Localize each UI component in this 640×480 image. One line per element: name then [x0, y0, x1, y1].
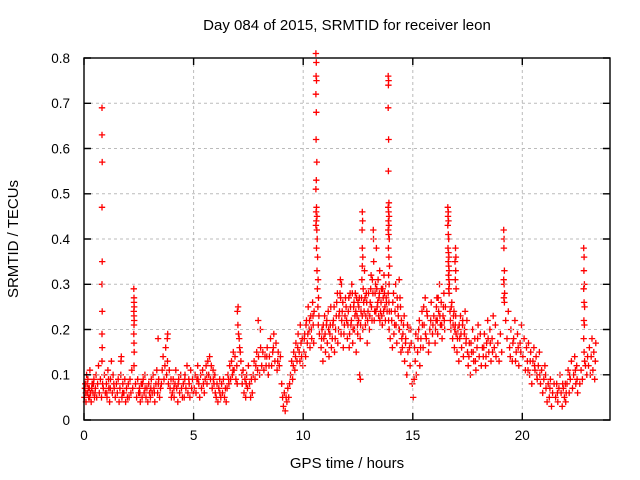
y-tick-label: 0 [62, 413, 70, 428]
x-tick-label: 0 [80, 428, 88, 443]
y-tick-label: 0.4 [51, 232, 70, 247]
y-tick-label: 0.7 [51, 96, 70, 111]
y-axis-label: SRMTID / TECUs [5, 180, 22, 298]
x-axis-label: GPS time / hours [290, 455, 404, 472]
grid-lines [84, 58, 610, 420]
y-tick-label: 0.6 [51, 141, 70, 156]
x-tick-label: 15 [405, 428, 420, 443]
y-tick-labels: 0 0.1 0.2 0.3 0.4 0.5 0.6 0.7 0.8 [51, 51, 70, 428]
x-tick-labels: 0 5 10 15 20 [80, 428, 530, 443]
y-tick-label: 0.3 [51, 277, 70, 292]
scatter-points-layer [81, 50, 599, 415]
chart-title: Day 084 of 2015, SRMTID for receiver leo… [203, 17, 491, 34]
x-tick-label: 10 [296, 428, 311, 443]
y-tick-label: 0.5 [51, 187, 70, 202]
grid-lines-layer [84, 58, 610, 420]
x-tick-label: 5 [190, 428, 198, 443]
y-tick-label: 0.2 [51, 322, 70, 337]
scatter-points [81, 50, 599, 415]
y-tick-label: 0.8 [51, 51, 70, 66]
axes-layer [83, 57, 611, 421]
axis-ticks [83, 57, 610, 421]
x-tick-label: 20 [515, 428, 530, 443]
y-tick-label: 0.1 [51, 368, 70, 383]
